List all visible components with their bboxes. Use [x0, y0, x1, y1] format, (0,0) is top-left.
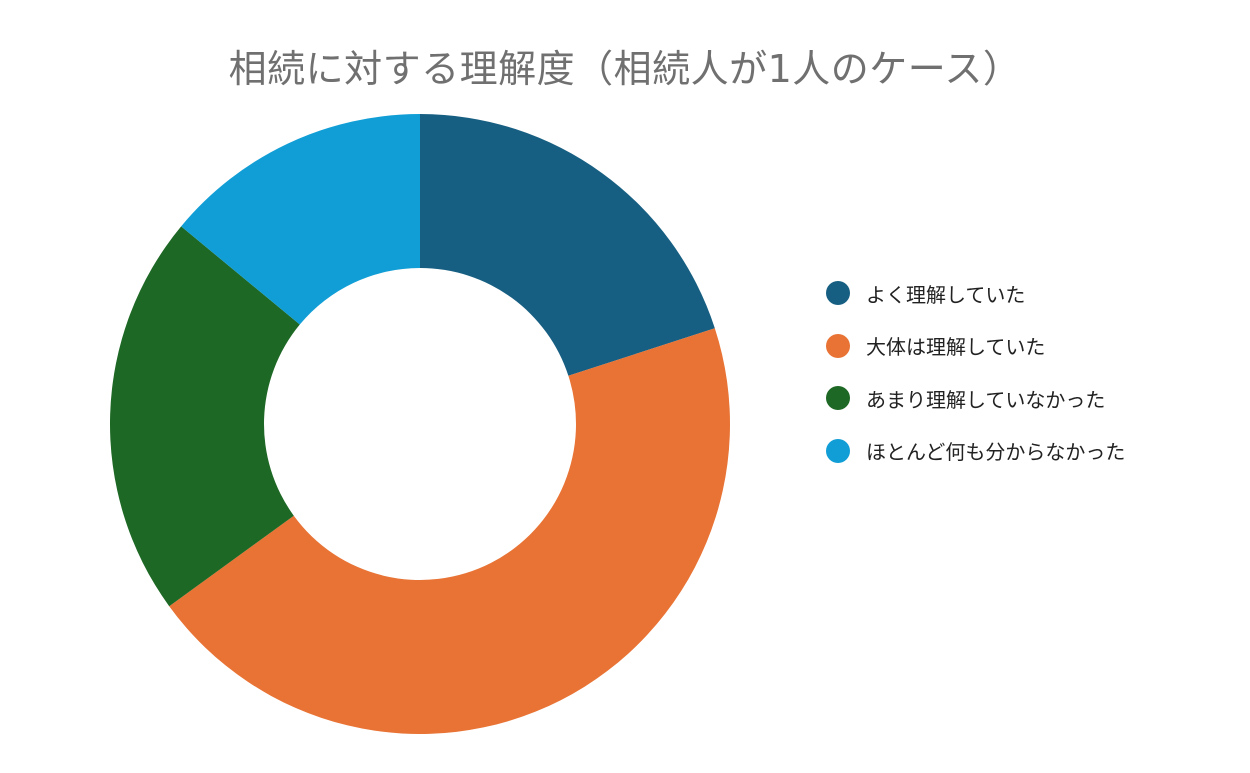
donut-slices [110, 114, 730, 734]
legend-item[interactable]: あまり理解していなかった [826, 385, 1125, 412]
legend-item[interactable]: 大体は理解していた [826, 333, 1125, 359]
legend: よく理解していた 大体は理解していた あまり理解していなかった ほとんど何も分か… [826, 280, 1125, 490]
legend-item[interactable]: ほとんど何も分からなかった [826, 438, 1125, 464]
legend-swatch-icon [826, 386, 850, 410]
legend-label: ほとんど何も分からなかった [866, 440, 1126, 464]
legend-label: あまり理解していなかった [866, 387, 1106, 412]
donut-slice[interactable] [169, 328, 730, 734]
legend-item[interactable]: よく理解していた [826, 280, 1125, 307]
chart-title: 相続に対する理解度（相続人が1人のケース） [228, 47, 1022, 91]
legend-label: 大体は理解していた [866, 335, 1046, 359]
legend-label: よく理解していた [866, 282, 1026, 307]
legend-swatch-icon [826, 333, 850, 358]
legend-swatch-icon [826, 281, 850, 305]
donut-slice[interactable] [420, 114, 715, 376]
legend-swatch-icon [826, 438, 850, 463]
donut-slice[interactable] [110, 226, 300, 607]
donut-slice[interactable] [181, 114, 420, 325]
